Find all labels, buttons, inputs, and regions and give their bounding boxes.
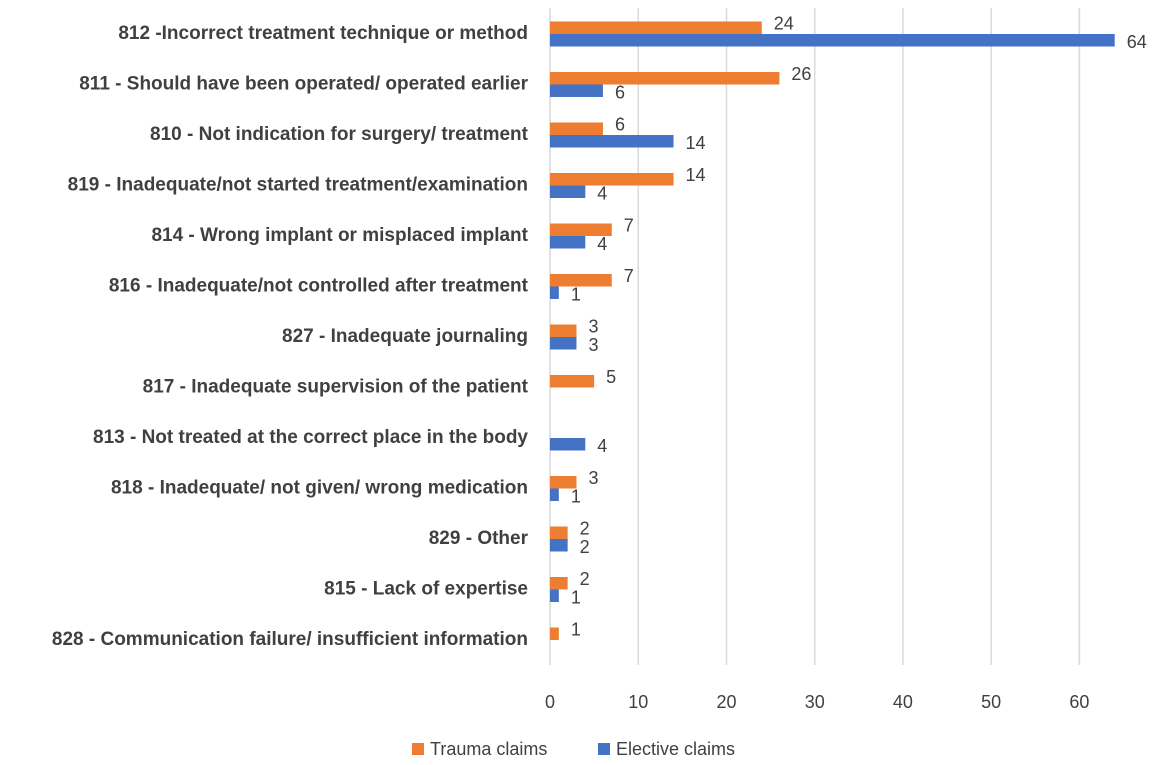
bar xyxy=(550,173,674,186)
bar xyxy=(550,34,1115,47)
x-tick-label: 40 xyxy=(893,692,913,712)
category-label: 827 - Inadequate journaling xyxy=(282,326,528,347)
value-label: 1 xyxy=(571,285,581,305)
category-label: 829 - Other xyxy=(429,528,529,549)
value-label: 7 xyxy=(624,216,634,236)
value-label: 64 xyxy=(1127,32,1147,52)
value-label: 3 xyxy=(588,317,598,337)
x-tick-label: 30 xyxy=(805,692,825,712)
bar xyxy=(550,577,568,590)
value-label: 2 xyxy=(580,537,590,557)
category-label: 828 - Communication failure/ insufficien… xyxy=(52,629,528,650)
value-label: 4 xyxy=(597,436,607,456)
bar xyxy=(550,375,595,388)
bar xyxy=(550,627,559,640)
value-label: 5 xyxy=(606,367,616,387)
bar xyxy=(550,539,568,552)
x-tick-label: 60 xyxy=(1069,692,1089,712)
bar xyxy=(550,337,577,350)
category-label: 812 -Incorrect treatment technique or me… xyxy=(118,23,528,44)
bar xyxy=(550,324,577,337)
value-label: 14 xyxy=(686,165,706,185)
bar xyxy=(550,122,603,135)
value-label: 4 xyxy=(597,234,607,254)
legend-swatch xyxy=(598,743,610,755)
bar xyxy=(550,223,612,236)
value-label: 26 xyxy=(791,64,811,84)
bar xyxy=(550,286,559,299)
x-tick-label: 50 xyxy=(981,692,1001,712)
category-label: 815 - Lack of expertise xyxy=(324,579,528,600)
bar xyxy=(550,274,612,287)
x-tick-label: 20 xyxy=(716,692,736,712)
value-label: 6 xyxy=(615,83,625,103)
category-label: 813 - Not treated at the correct place i… xyxy=(93,427,528,448)
x-tick-label: 0 xyxy=(545,692,555,712)
value-label: 14 xyxy=(686,133,706,153)
legend-label: Trauma claims xyxy=(430,739,547,759)
bar xyxy=(550,488,559,501)
value-label: 2 xyxy=(580,519,590,539)
value-label: 6 xyxy=(615,115,625,135)
bar xyxy=(550,21,762,34)
bar xyxy=(550,72,780,85)
category-label: 810 - Not indication for surgery/ treatm… xyxy=(150,124,529,145)
value-label: 7 xyxy=(624,266,634,286)
bar xyxy=(550,438,586,451)
category-label: 817 - Inadequate supervision of the pati… xyxy=(143,377,529,398)
bar xyxy=(550,84,603,97)
category-label: 816 - Inadequate/not controlled after tr… xyxy=(109,276,529,297)
category-label: 818 - Inadequate/ not given/ wrong medic… xyxy=(111,478,528,499)
value-label: 1 xyxy=(571,487,581,507)
value-label: 24 xyxy=(774,14,794,34)
value-label: 1 xyxy=(571,620,581,640)
value-label: 3 xyxy=(588,335,598,355)
legend-swatch xyxy=(412,743,424,755)
bar xyxy=(550,135,674,148)
category-label: 819 - Inadequate/not started treatment/e… xyxy=(68,175,528,196)
bar xyxy=(550,236,586,249)
value-label: 2 xyxy=(580,569,590,589)
value-label: 4 xyxy=(597,184,607,204)
bar xyxy=(550,589,559,602)
category-label: 811 - Should have been operated/ operate… xyxy=(79,74,528,95)
legend-label: Elective claims xyxy=(616,739,735,759)
value-label: 3 xyxy=(588,468,598,488)
x-tick-label: 10 xyxy=(628,692,648,712)
value-label: 1 xyxy=(571,588,581,608)
bar xyxy=(550,185,586,198)
bar xyxy=(550,526,568,539)
bar xyxy=(550,476,577,489)
category-label: 814 - Wrong implant or misplaced implant xyxy=(151,225,528,246)
